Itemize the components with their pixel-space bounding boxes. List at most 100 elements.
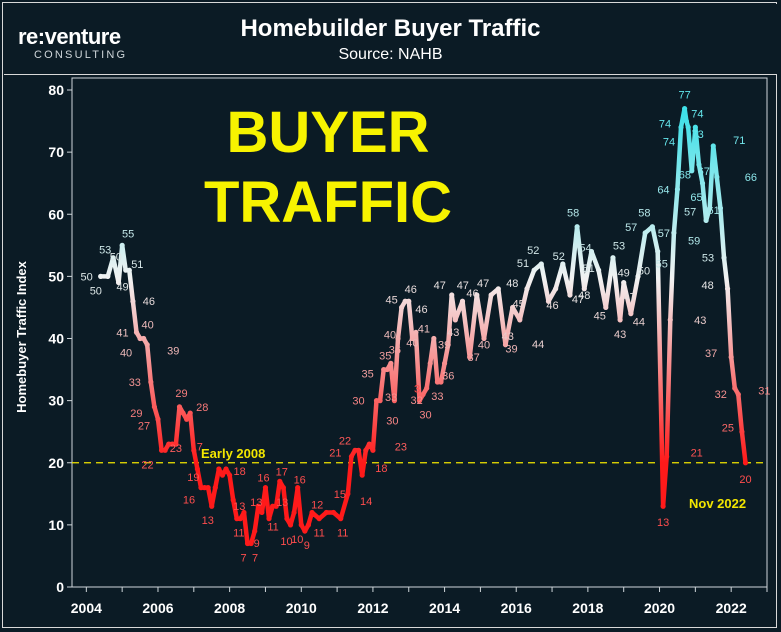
data-point — [373, 398, 380, 404]
data-label: 40 — [384, 330, 396, 342]
data-label: 48 — [506, 278, 518, 290]
annotation-nov-2022: Nov 2022 — [689, 496, 746, 511]
data-label: 33 — [431, 391, 443, 403]
data-label: 46 — [466, 288, 478, 300]
data-point — [295, 485, 301, 491]
data-label: 11 — [233, 528, 244, 540]
company-logo: re:venture CONSULTING — [18, 26, 127, 62]
data-label: 10 — [280, 536, 292, 548]
data-point — [227, 472, 233, 478]
data-label: 15 — [334, 489, 346, 501]
data-label: 7 — [197, 441, 203, 453]
data-point — [216, 466, 222, 472]
data-point — [424, 385, 430, 391]
chart-title: Homebuilder Buyer Traffic — [240, 15, 541, 42]
data-point — [655, 248, 661, 255]
data-label: 74 — [659, 118, 671, 130]
data-label: 13 — [233, 501, 245, 513]
data-point — [377, 398, 383, 404]
data-label: 51 — [517, 258, 529, 270]
data-point — [370, 447, 376, 453]
data-point — [130, 298, 136, 304]
data-label: 12 — [311, 500, 323, 512]
data-label: 45 — [594, 310, 606, 322]
data-point — [277, 478, 283, 484]
data-point — [205, 485, 211, 491]
data-label: 35 — [379, 351, 391, 363]
data-point — [169, 441, 175, 447]
data-label: 58 — [638, 208, 650, 220]
data-point — [366, 441, 372, 447]
data-label: 50 — [110, 251, 122, 263]
data-label: 21 — [691, 448, 703, 460]
data-label: 28 — [196, 402, 208, 414]
x-tick-label: 2006 — [142, 600, 173, 616]
data-label: 77 — [678, 90, 690, 102]
y-tick-label: 0 — [56, 579, 64, 595]
data-label: 55 — [656, 259, 668, 271]
data-point — [553, 286, 559, 292]
data-label: 65 — [690, 192, 702, 204]
data-point — [234, 516, 240, 522]
data-point — [115, 279, 122, 286]
data-point — [184, 416, 190, 422]
data-label: 32 — [411, 395, 423, 407]
data-label: 54 — [579, 243, 591, 255]
data-label: 40 — [478, 340, 490, 352]
data-point — [388, 360, 394, 366]
data-point — [330, 509, 337, 516]
data-label: 67 — [698, 166, 710, 178]
data-label: 43 — [614, 329, 626, 341]
data-label: 22 — [339, 435, 351, 447]
data-label: 51 — [131, 259, 143, 271]
data-point — [244, 540, 251, 547]
data-label: 11 — [313, 528, 324, 540]
data-label: 45 — [385, 294, 397, 306]
data-point — [252, 528, 258, 534]
data-label: 18 — [234, 466, 246, 478]
data-point — [133, 329, 140, 335]
data-point — [413, 329, 419, 335]
data-label: 74 — [663, 136, 675, 148]
data-point — [732, 385, 738, 391]
data-label: 47 — [624, 292, 636, 304]
data-point — [237, 516, 243, 522]
data-label: 13 — [250, 497, 262, 509]
data-label: 50 — [638, 265, 650, 277]
data-point — [682, 106, 688, 112]
data-point — [298, 522, 304, 528]
data-point — [714, 174, 720, 180]
x-tick-label: 2020 — [644, 600, 675, 616]
data-point — [198, 485, 204, 491]
data-point — [517, 317, 523, 323]
data-point — [309, 509, 315, 516]
data-point — [664, 453, 670, 460]
chart-header: re:venture CONSULTING Homebuilder Buyer … — [4, 4, 777, 75]
x-tick-label: 2010 — [286, 600, 317, 616]
annotation-early-2008: Early 2008 — [201, 446, 265, 461]
chart-subtitle: Source: NAHB — [338, 46, 443, 63]
data-point — [219, 472, 226, 478]
data-point — [596, 267, 602, 273]
x-tick-label: 2016 — [501, 600, 532, 616]
data-point — [674, 186, 681, 192]
data-point — [284, 516, 290, 522]
data-point — [545, 298, 552, 304]
data-label: 44 — [633, 317, 645, 329]
data-point — [144, 342, 150, 348]
data-point — [416, 398, 423, 404]
data-point — [105, 273, 111, 279]
data-point — [359, 472, 365, 478]
data-label: 29 — [175, 388, 187, 400]
data-label: 52 — [527, 245, 539, 257]
data-point — [155, 416, 161, 422]
data-point — [137, 335, 143, 342]
data-point — [531, 267, 537, 273]
data-label: 46 — [415, 304, 427, 316]
data-point — [194, 466, 200, 472]
data-point — [287, 522, 294, 528]
x-tick-label: 2004 — [71, 600, 102, 616]
data-point — [141, 335, 147, 342]
data-label: 21 — [329, 448, 341, 460]
